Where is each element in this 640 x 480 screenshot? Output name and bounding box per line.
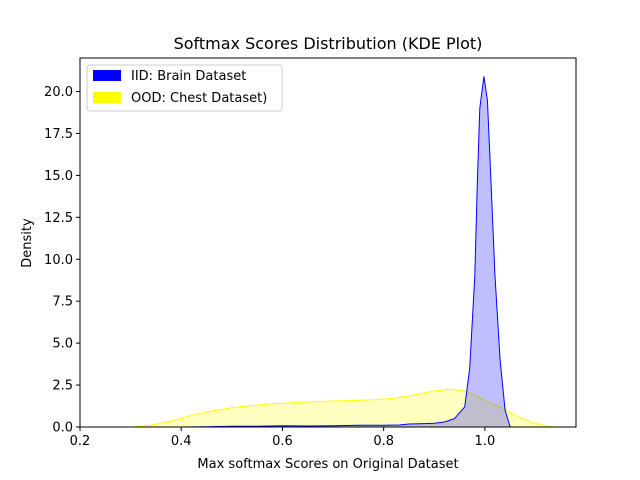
y-tick-label: 12.5 <box>44 211 73 226</box>
y-tick-label: 17.5 <box>44 127 73 142</box>
x-tick-label: 0.6 <box>272 434 293 449</box>
y-tick-label: 20.0 <box>44 85 73 100</box>
x-tick-label: 0.4 <box>171 434 192 449</box>
y-tick-label: 7.5 <box>52 295 73 310</box>
x-axis-label: Max softmax Scores on Original Dataset <box>197 457 458 472</box>
legend-swatch-iid <box>93 70 121 81</box>
legend-label-iid: IID: Brain Dataset <box>131 69 246 84</box>
plot-area <box>130 76 556 428</box>
x-tick-label: 1.0 <box>475 434 496 449</box>
legend-swatch-ood <box>93 92 121 103</box>
series-area-0 <box>181 76 511 428</box>
y-axis-label: Density <box>20 218 35 268</box>
y-tick-label: 15.0 <box>44 169 73 184</box>
y-axis: 0.0 2.5 5.0 7.5 10.0 12.5 15.0 17.5 20.0 <box>44 85 80 436</box>
x-tick-label: 0.2 <box>70 434 91 449</box>
y-tick-label: 5.0 <box>52 337 73 352</box>
legend-box <box>86 64 283 112</box>
x-axis: 0.2 0.4 0.6 0.8 1.0 <box>70 427 496 449</box>
y-tick-label: 2.5 <box>52 379 73 394</box>
series-area-1 <box>130 389 556 427</box>
series-line-0 <box>181 76 511 428</box>
legend: IID: Brain Dataset OOD: Chest Dataset) <box>86 64 283 112</box>
x-tick-label: 0.8 <box>373 434 394 449</box>
y-tick-label: 10.0 <box>44 253 73 268</box>
plot-frame <box>79 57 577 428</box>
chart-title: Softmax Scores Distribution (KDE Plot) <box>174 34 483 53</box>
y-tick-label: 0.0 <box>52 421 73 436</box>
series-line-1 <box>130 388 556 428</box>
legend-label-ood: OOD: Chest Dataset) <box>131 91 267 106</box>
